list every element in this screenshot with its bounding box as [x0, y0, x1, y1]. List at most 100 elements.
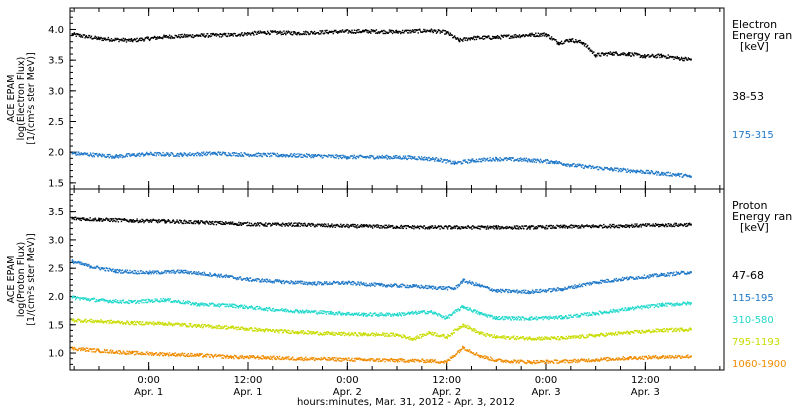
scatter-dot [688, 222, 691, 224]
scatter-dot [452, 312, 455, 314]
scatter-dot [282, 33, 284, 35]
scatter-dot [300, 312, 303, 314]
scatter-dot [413, 284, 415, 286]
scatter-dot [183, 303, 185, 305]
scatter-dot [300, 156, 302, 158]
scatter-dot [211, 220, 214, 223]
scatter-dot [123, 219, 125, 221]
scatter-dot [203, 303, 206, 305]
scatter-dot [657, 171, 659, 173]
scatter-dot [648, 172, 650, 175]
scatter-dot [656, 275, 658, 278]
scatter-dot [113, 299, 115, 302]
scatter-dot [299, 309, 301, 312]
scatter-dot [654, 273, 657, 276]
scatter-dot [402, 312, 404, 314]
scatter-dot [151, 153, 154, 156]
scatter-dot [301, 224, 304, 227]
scatter-dot [654, 225, 656, 228]
scatter-dot [520, 292, 523, 294]
scatter-dot [203, 305, 205, 307]
scatter-dot [131, 270, 134, 273]
scatter-dot [682, 59, 684, 62]
scatter-dot [648, 274, 651, 276]
scatter-dot [376, 314, 378, 316]
scatter-dot [381, 283, 384, 285]
scatter-dot [678, 57, 680, 59]
scatter-dot [306, 281, 308, 284]
scatter-dot [426, 227, 428, 229]
scatter-dot [285, 308, 287, 310]
scatter-dot [643, 172, 646, 175]
scatter-dot [392, 285, 394, 287]
scatter-dot [479, 160, 481, 163]
scatter-dot [320, 312, 323, 314]
scatter-dot [307, 32, 309, 34]
scatter-dot [526, 291, 529, 294]
scatter-dot [464, 159, 466, 161]
scatter-dot [214, 151, 216, 154]
electron-legend-entry: 38-53 [732, 90, 764, 103]
scatter-dot [404, 155, 407, 157]
scatter-dot [650, 275, 652, 277]
scatter-dot [415, 310, 417, 313]
scatter-dot [176, 219, 178, 221]
scatter-dot [666, 174, 668, 177]
scatter-dot [665, 171, 668, 174]
scatter-dot [554, 290, 557, 292]
scatter-dot [305, 30, 307, 33]
scatter-dot [389, 226, 391, 228]
scatter-dot [206, 220, 208, 223]
scatter-dot [425, 157, 428, 159]
scatter-dot [457, 37, 459, 39]
scatter-dot [610, 167, 613, 169]
scatter-dot [77, 261, 79, 264]
scatter-dot [238, 153, 240, 155]
scatter-dot [369, 30, 371, 33]
scatter-dot [223, 33, 225, 35]
scatter-dot [433, 312, 436, 315]
scatter-dot [613, 226, 616, 229]
scatter-dot [600, 52, 603, 55]
scatter-dot [146, 151, 148, 154]
scatter-dot [642, 223, 644, 225]
scatter-dot [76, 151, 78, 153]
scatter-dot [559, 41, 561, 44]
scatter-dot [110, 269, 112, 271]
scatter-dot [199, 303, 201, 306]
scatter-dot [518, 160, 520, 162]
scatter-dot [161, 299, 163, 302]
scatter-dot [112, 218, 115, 220]
scatter-dot [76, 32, 78, 35]
scatter-dot [542, 33, 545, 35]
scatter-dot [572, 40, 575, 43]
scatter-dot [361, 31, 363, 33]
scatter-dot [442, 316, 444, 319]
scatter-dot [608, 225, 611, 228]
scatter-dot [185, 34, 187, 36]
scatter-dot [481, 313, 484, 316]
scatter-dot [634, 278, 637, 280]
scatter-dot [194, 273, 197, 275]
scatter-dot [531, 161, 534, 163]
scatter-dot [641, 172, 643, 174]
scatter-dot [352, 157, 354, 160]
scatter-dot [389, 30, 391, 33]
proton-y-axis-title-line: [1/(cm²s ster MeV)] [26, 233, 37, 325]
scatter-dot [415, 158, 418, 160]
scatter-dot [525, 160, 527, 162]
scatter-dot [375, 29, 378, 31]
scatter-dot [496, 291, 499, 293]
scatter-dot [370, 312, 372, 314]
scatter-dot [613, 280, 615, 283]
scatter-dot [272, 152, 274, 155]
scatter-dot [283, 310, 286, 313]
scatter-dot [569, 226, 571, 229]
scatter-dot [122, 299, 125, 301]
scatter-dot [468, 281, 470, 284]
scatter-dot [446, 228, 449, 230]
scatter-dot [221, 152, 224, 155]
scatter-dot [229, 34, 231, 37]
scatter-dot [651, 273, 654, 276]
scatter-dot [95, 37, 97, 39]
